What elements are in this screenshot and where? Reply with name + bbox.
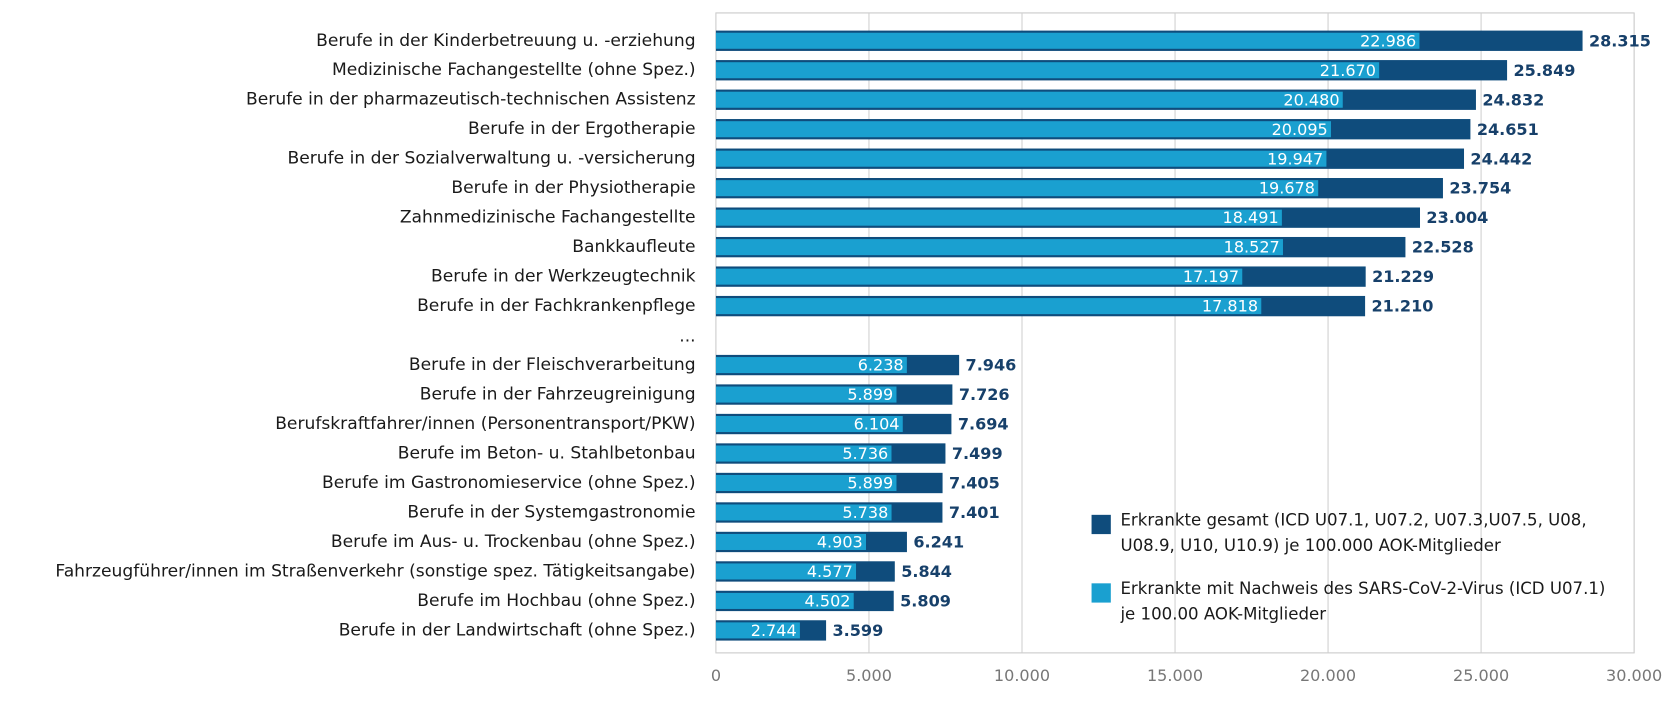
- value-label: 19.678: [1259, 179, 1315, 198]
- value-label: 5.809: [900, 592, 951, 611]
- category-label: Berufe in der Physiotherapie: [451, 178, 695, 198]
- value-label: 4.577: [807, 562, 853, 581]
- value-label: 24.651: [1477, 120, 1539, 139]
- bar: [715, 298, 1262, 315]
- category-label: Berufe in der Sozialverwaltung u. -versi…: [288, 149, 696, 169]
- category-label: Fahrzeugführer/innen im Straßenverkehr (…: [55, 561, 695, 581]
- value-label: 19.947: [1267, 149, 1323, 168]
- category-label: Berufe im Aus- u. Trockenbau (ohne Spez.…: [331, 532, 696, 552]
- value-label: 3.599: [833, 621, 884, 640]
- value-label: 17.818: [1202, 297, 1258, 316]
- category-label: Zahnmedizinische Fachangestellte: [400, 208, 696, 228]
- category-label: Berufe im Gastronomieservice (ohne Spez.…: [322, 473, 696, 493]
- bar: [715, 180, 1319, 197]
- value-label: 23.004: [1426, 208, 1488, 227]
- value-label: 20.480: [1283, 90, 1339, 109]
- bar: [715, 386, 897, 403]
- bar: [715, 533, 866, 550]
- category-label: Berufe in der Fahrzeugreinigung: [420, 385, 696, 405]
- category-label: Berufe in der Werkzeugtechnik: [431, 267, 696, 287]
- value-label: 7.405: [949, 474, 1000, 493]
- value-label: 21.670: [1320, 61, 1376, 80]
- value-label: 18.491: [1223, 208, 1279, 227]
- x-tick-label: 5.000: [846, 666, 892, 685]
- bar: [715, 592, 854, 609]
- bar: [715, 209, 1282, 226]
- value-label: 22.986: [1360, 31, 1416, 50]
- x-tick-label: 15.000: [1147, 666, 1203, 685]
- category-label: Berufe in der Fleischverarbeitung: [409, 355, 696, 375]
- value-label: 17.197: [1183, 267, 1239, 286]
- value-label: 28.315: [1589, 31, 1651, 50]
- category-label: Bankkaufleute: [572, 237, 695, 257]
- value-label: 24.832: [1482, 90, 1544, 109]
- category-label: Berufe in der Landwirtschaft (ohne Spez.…: [339, 620, 696, 640]
- value-label: 5.899: [847, 385, 893, 404]
- bar: [715, 91, 1343, 108]
- legend-entry: Erkrankte gesamt (ICD U07.1, U07.2, U07.…: [1120, 510, 1587, 556]
- legend-swatch: [1091, 514, 1111, 535]
- bar: [715, 416, 903, 433]
- bar: [715, 474, 897, 492]
- legend-entry: Erkrankte mit Nachweis des SARS-CoV-2-Vi…: [1120, 579, 1606, 624]
- bar: [715, 268, 1243, 285]
- category-label: Berufe im Beton- u. Stahlbetonbau: [398, 444, 696, 464]
- value-label: 22.528: [1412, 238, 1474, 257]
- x-tick-label: 0: [711, 666, 721, 685]
- category-label: Medizinische Fachangestellte (ohne Spez.…: [332, 60, 696, 80]
- category-label: Berufe im Hochbau (ohne Spez.): [417, 591, 695, 611]
- bar: [715, 563, 857, 580]
- value-label: 4.502: [805, 592, 851, 611]
- value-label: 21.229: [1372, 267, 1434, 286]
- bar: [715, 239, 1283, 256]
- bar: [715, 150, 1327, 167]
- bar: [715, 445, 892, 462]
- category-label: ...: [679, 327, 695, 347]
- x-tick-label: 25.000: [1453, 666, 1509, 685]
- value-label: 23.754: [1449, 179, 1511, 198]
- value-label: 7.694: [958, 415, 1009, 434]
- category-label: Berufe in der Ergotherapie: [468, 119, 696, 139]
- value-label: 25.849: [1513, 61, 1575, 80]
- bar: [715, 32, 1420, 49]
- category-label: Berufskraftfahrer/innen (Personentranspo…: [275, 414, 695, 434]
- legend-label: Erkrankte mit Nachweis des SARS-CoV-2-Vi…: [1120, 579, 1606, 624]
- x-tick-label: 30.000: [1606, 666, 1662, 685]
- value-label: 18.527: [1224, 238, 1280, 257]
- legend-label: Erkrankte gesamt (ICD U07.1, U07.2, U07.…: [1120, 510, 1587, 556]
- category-label: Berufe in der pharmazeutisch-technischen…: [246, 90, 696, 110]
- x-tick-label: 10.000: [994, 666, 1050, 685]
- value-label: 7.401: [949, 503, 1000, 522]
- bar: [715, 622, 800, 639]
- bar: [715, 121, 1331, 138]
- value-label: 5.736: [842, 444, 888, 463]
- value-label: 4.903: [817, 533, 863, 552]
- category-label: Berufe in der Kinderbetreuung u. -erzieh…: [316, 31, 695, 51]
- category-label: Berufe in der Fachkrankenpflege: [417, 296, 696, 316]
- value-label: 6.241: [913, 533, 964, 552]
- value-label: 5.899: [847, 474, 893, 493]
- value-label: 7.726: [959, 385, 1010, 404]
- x-tick-label: 20.000: [1300, 666, 1356, 685]
- category-label: Berufe in der Systemgastronomie: [407, 502, 695, 522]
- value-label: 2.744: [751, 621, 797, 640]
- value-label: 6.104: [854, 415, 900, 434]
- value-label: 5.738: [842, 503, 888, 522]
- bar: [715, 504, 892, 521]
- value-label: 7.946: [966, 356, 1017, 375]
- value-label: 7.499: [952, 444, 1003, 463]
- value-label: 24.442: [1470, 149, 1532, 168]
- bar: [715, 357, 907, 374]
- value-label: 6.238: [858, 356, 904, 375]
- value-label: 21.210: [1372, 297, 1434, 316]
- legend-swatch: [1091, 583, 1111, 603]
- value-label: 5.844: [901, 562, 952, 581]
- value-label: 20.095: [1272, 120, 1328, 139]
- bar: [715, 62, 1380, 79]
